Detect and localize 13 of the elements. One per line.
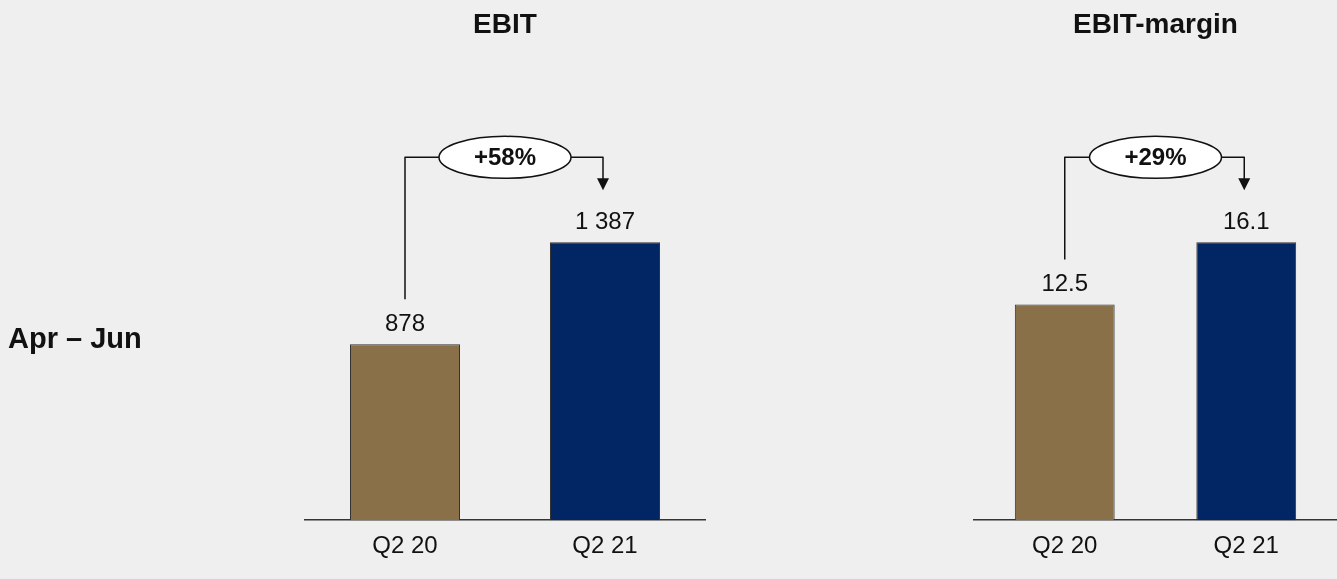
x-tick-label: Q2 21 bbox=[1213, 531, 1279, 559]
x-tick-label: Q2 21 bbox=[572, 531, 638, 559]
x-tick-label: Q2 20 bbox=[1032, 531, 1098, 559]
chart-title: EBIT-margin bbox=[1073, 7, 1238, 39]
data-label: 12.5 bbox=[1041, 269, 1089, 297]
x-tick-label: Q2 20 bbox=[372, 531, 438, 559]
text: +29% bbox=[1124, 142, 1187, 170]
chart-title: EBIT bbox=[473, 7, 537, 39]
data-label: 878 bbox=[384, 308, 426, 336]
data-label: 1 387 bbox=[574, 206, 636, 234]
text: +58% bbox=[473, 142, 537, 170]
data-label: 16.1 bbox=[1222, 206, 1270, 234]
y-axis-title: Apr – Jun bbox=[8, 322, 142, 355]
